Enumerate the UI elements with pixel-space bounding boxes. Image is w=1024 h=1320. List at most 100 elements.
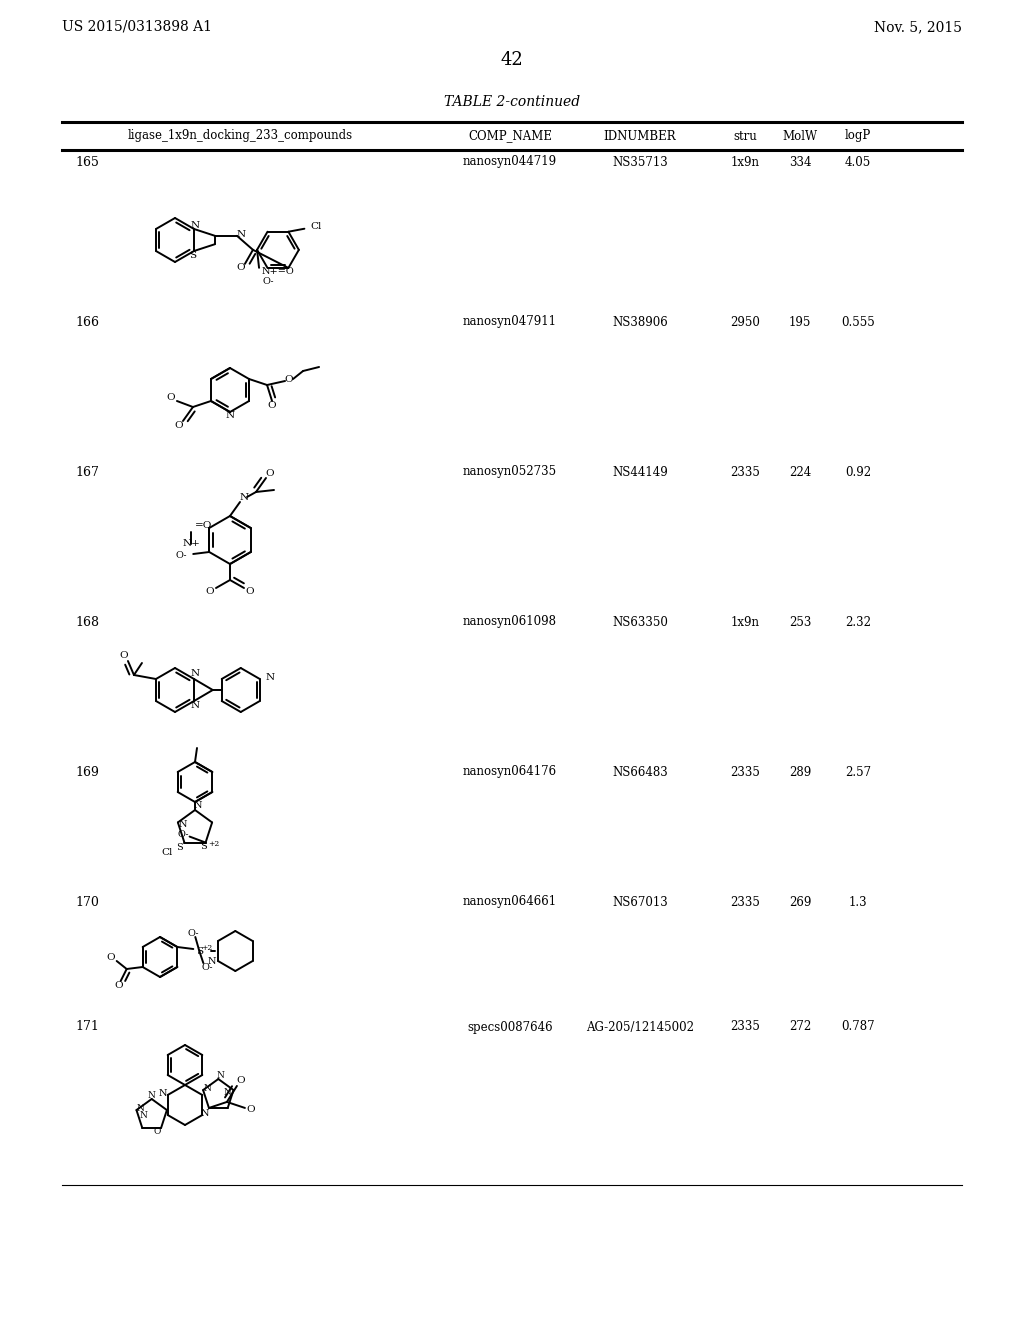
Text: nanosyn061098: nanosyn061098 — [463, 615, 557, 628]
Text: N: N — [190, 669, 200, 678]
Text: logP: logP — [845, 129, 871, 143]
Text: 170: 170 — [75, 895, 99, 908]
Text: 195: 195 — [788, 315, 811, 329]
Text: O: O — [246, 587, 254, 597]
Text: 2335: 2335 — [730, 766, 760, 779]
Text: 1x9n: 1x9n — [730, 615, 760, 628]
Text: 224: 224 — [788, 466, 811, 479]
Text: TABLE 2-continued: TABLE 2-continued — [444, 95, 580, 110]
Text: O: O — [106, 953, 115, 962]
Text: N+=O: N+=O — [262, 268, 295, 276]
Text: 42: 42 — [501, 51, 523, 69]
Text: Nov. 5, 2015: Nov. 5, 2015 — [874, 20, 962, 34]
Text: 2335: 2335 — [730, 1020, 760, 1034]
Text: O-: O- — [202, 962, 213, 972]
Text: S: S — [201, 842, 207, 851]
Text: 0.787: 0.787 — [841, 1020, 874, 1034]
Text: 0.555: 0.555 — [841, 315, 874, 329]
Text: +2: +2 — [202, 944, 213, 952]
Text: 269: 269 — [788, 895, 811, 908]
Text: O: O — [237, 1076, 245, 1085]
Text: N: N — [147, 1090, 156, 1100]
Text: stru: stru — [733, 129, 757, 143]
Text: nanosyn064176: nanosyn064176 — [463, 766, 557, 779]
Text: +2: +2 — [208, 840, 219, 847]
Text: N: N — [194, 801, 203, 810]
Text: O: O — [247, 1105, 255, 1114]
Text: O: O — [285, 375, 293, 384]
Text: AG-205/12145002: AG-205/12145002 — [586, 1020, 694, 1034]
Text: S: S — [196, 946, 203, 956]
Text: 165: 165 — [75, 156, 99, 169]
Text: NS67013: NS67013 — [612, 895, 668, 908]
Text: IDNUMBER: IDNUMBER — [604, 129, 676, 143]
Text: N: N — [139, 1110, 147, 1119]
Text: 166: 166 — [75, 315, 99, 329]
Text: nanosyn044719: nanosyn044719 — [463, 156, 557, 169]
Text: Cl: Cl — [310, 222, 322, 231]
Text: nanosyn064661: nanosyn064661 — [463, 895, 557, 908]
Text: ligase_1x9n_docking_233_compounds: ligase_1x9n_docking_233_compounds — [127, 129, 352, 143]
Text: O: O — [154, 1127, 161, 1137]
Text: O: O — [265, 469, 274, 478]
Text: Cl: Cl — [161, 847, 172, 857]
Text: N: N — [240, 494, 249, 503]
Text: N: N — [225, 412, 234, 421]
Text: 272: 272 — [788, 1020, 811, 1034]
Text: 2.57: 2.57 — [845, 766, 871, 779]
Text: N+: N+ — [182, 540, 200, 549]
Text: N: N — [208, 957, 216, 965]
Text: COMP_NAME: COMP_NAME — [468, 129, 552, 143]
Text: nanosyn052735: nanosyn052735 — [463, 466, 557, 479]
Text: 334: 334 — [788, 156, 811, 169]
Text: 171: 171 — [75, 1020, 99, 1034]
Text: N: N — [190, 220, 200, 230]
Text: N: N — [265, 672, 274, 681]
Text: O-: O- — [178, 830, 189, 840]
Text: O: O — [120, 652, 128, 660]
Text: 253: 253 — [788, 615, 811, 628]
Text: N: N — [223, 1088, 231, 1097]
Text: S: S — [189, 252, 197, 260]
Text: NS66483: NS66483 — [612, 766, 668, 779]
Text: 168: 168 — [75, 615, 99, 628]
Text: 2335: 2335 — [730, 466, 760, 479]
Text: O: O — [167, 393, 175, 403]
Text: N: N — [136, 1104, 144, 1113]
Text: N: N — [216, 1071, 224, 1080]
Text: O-: O- — [176, 550, 187, 560]
Text: =O: =O — [196, 521, 213, 531]
Text: 289: 289 — [788, 766, 811, 779]
Text: specs0087646: specs0087646 — [467, 1020, 553, 1034]
Text: O: O — [267, 401, 276, 411]
Text: 167: 167 — [75, 466, 99, 479]
Text: NS44149: NS44149 — [612, 466, 668, 479]
Text: N: N — [203, 1084, 211, 1093]
Text: NS38906: NS38906 — [612, 315, 668, 329]
Text: N: N — [237, 230, 246, 239]
Text: 2335: 2335 — [730, 895, 760, 908]
Text: O: O — [175, 421, 183, 430]
Text: nanosyn047911: nanosyn047911 — [463, 315, 557, 329]
Text: O: O — [237, 263, 246, 272]
Text: NS35713: NS35713 — [612, 156, 668, 169]
Text: MolW: MolW — [782, 129, 817, 143]
Text: O-: O- — [262, 277, 273, 286]
Text: O-: O- — [187, 928, 199, 937]
Text: 2950: 2950 — [730, 315, 760, 329]
Text: 4.05: 4.05 — [845, 156, 871, 169]
Text: 1x9n: 1x9n — [730, 156, 760, 169]
Text: S: S — [176, 843, 183, 853]
Text: US 2015/0313898 A1: US 2015/0313898 A1 — [62, 20, 212, 34]
Text: N: N — [159, 1089, 167, 1097]
Text: N: N — [178, 820, 187, 829]
Text: O: O — [115, 982, 123, 990]
Text: O: O — [206, 587, 214, 597]
Text: 2.32: 2.32 — [845, 615, 871, 628]
Text: 0.92: 0.92 — [845, 466, 871, 479]
Text: 169: 169 — [75, 766, 99, 779]
Text: N: N — [201, 1109, 210, 1118]
Text: N: N — [190, 701, 200, 710]
Text: NS63350: NS63350 — [612, 615, 668, 628]
Text: 1.3: 1.3 — [849, 895, 867, 908]
